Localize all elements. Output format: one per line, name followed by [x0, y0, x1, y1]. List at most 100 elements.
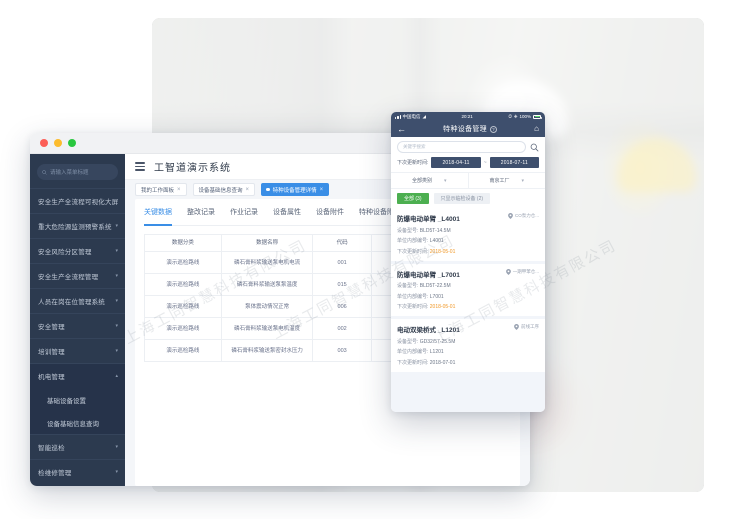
cell-code: 003 [312, 339, 372, 363]
cell-code: 006 [312, 295, 372, 319]
sidebar-item-hazard-monitoring[interactable]: 重大危险源监测预警系统 ▾ [30, 213, 125, 238]
mobile-page-title: 特种设备管理 [443, 126, 487, 133]
tab-device-attributes[interactable]: 设备属性 [273, 199, 301, 226]
mobile-header: ← 特种设备管理 ? ⌂ [391, 121, 545, 137]
tab-key-data[interactable]: 关键数据 [144, 199, 172, 226]
device-model-label: 设备型号: [397, 227, 419, 234]
maximize-button[interactable] [68, 139, 76, 147]
factory-select[interactable]: 南京工厂 ▾ [467, 173, 546, 188]
device-date-label: 下次更新时间: [397, 304, 429, 310]
chip-all[interactable]: 全部 (3) [397, 193, 429, 204]
chevron-down-icon: ▾ [115, 468, 118, 475]
list-item[interactable]: 防爆电动单臂 _L4001 CO泵力仓... 设备型号: BLD5T-14.5M… [391, 208, 545, 261]
sidebar-item-label: 安全生产全流程管理 [38, 274, 99, 281]
list-item[interactable]: 电动双梁桥式 _L1201 前线工序 设备型号: GD32/57-25.5M 单… [391, 319, 545, 372]
date-end-field[interactable]: 2018-07-11 [489, 157, 539, 168]
status-bar-right: ⏱ ⎈ 100% [508, 114, 542, 119]
list-item-header: 防爆电动单臂 _L4001 CO泵力仓... [397, 213, 539, 223]
device-location: CO泵力仓... [508, 213, 539, 219]
cell-name: 泵体震动情况正常 [220, 295, 314, 319]
back-arrow-icon[interactable]: ← [397, 123, 406, 134]
map-pin-icon [514, 324, 519, 330]
minimize-button[interactable] [54, 139, 62, 147]
tab-rectification-records[interactable]: 整改记录 [187, 199, 215, 226]
sidebar-item-label: 检维修管理 [38, 470, 72, 477]
column-header-code: 代码 [312, 233, 372, 253]
device-code-label: 单位内部编号: [397, 238, 429, 244]
device-location: 前线工序 [514, 324, 539, 330]
alarm-icon: ⏱ [508, 114, 512, 119]
mobile-search-placeholder: 关键字搜索 [403, 144, 426, 149]
content-tab-special-device-detail[interactable]: 特种设备管理详情 × [261, 183, 330, 196]
sidebar-subitem-device-info-query[interactable]: 设备基础信息查询 [30, 411, 125, 434]
device-model-label: 设备型号: [397, 338, 419, 345]
date-range-separator: ~ [483, 159, 487, 166]
search-icon[interactable] [530, 143, 539, 152]
device-model-row: 设备型号: GD32/57-25.5M [397, 338, 539, 345]
sidebar-item-production-process[interactable]: 安全生产全流程管理 ▾ [30, 263, 125, 288]
mobile-search-input[interactable]: 关键字搜索 [397, 141, 526, 153]
sidebar-item-safety-mgmt[interactable]: 安全管理 ▾ [30, 313, 125, 338]
sidebar-item-personnel[interactable]: 人员在岗在位管理系统 ▾ [30, 288, 125, 313]
content-tab-device-info-query[interactable]: 设备基础信息查询 × [192, 183, 256, 196]
sidebar-item-training[interactable]: 培训管理 ▾ [30, 338, 125, 363]
close-button[interactable] [40, 139, 48, 147]
column-header-category: 数据分类 [144, 233, 222, 253]
tab-label: 设备附件 [316, 209, 344, 216]
date-filter-label: 下次更新时间: [397, 160, 429, 166]
tab-label: 关键数据 [144, 209, 172, 216]
mobile-device-list[interactable]: 防爆电动单臂 _L4001 CO泵力仓... 设备型号: BLD5T-14.5M… [391, 208, 545, 412]
sidebar-subitem-basic-device-setup[interactable]: 基础设备设置 [30, 388, 125, 411]
category-select[interactable]: 全部类别 ▾ [391, 173, 468, 188]
info-icon[interactable]: ? [489, 125, 497, 133]
content-tab-my-workbench[interactable]: 我的工作面板 × [135, 183, 187, 196]
page-title: 工智道演示系统 [154, 163, 231, 174]
cell-category: 演示巡检路线 [144, 295, 222, 319]
cell-category: 演示巡检路线 [144, 339, 222, 363]
device-name: 防爆电动单臂 _L4001 [397, 216, 460, 223]
device-date-label: 下次更新时间: [397, 359, 429, 366]
mobile-chip-row: 全部 (3) 只显示临检设备 (2) [391, 188, 545, 208]
sidebar-item-electromechanical[interactable]: 机电管理 ▴ [30, 363, 125, 388]
active-tab-dot-icon [266, 187, 270, 192]
wifi-icon: ◢ [422, 113, 426, 119]
sidebar-item-label: 安全管理 [38, 324, 65, 331]
cell-name: 磷石膏料浆输送泵泵温度 [220, 273, 314, 297]
cell-name: 磷石膏料浆输送泵电机温度 [220, 317, 314, 341]
home-icon[interactable]: ⌂ [534, 124, 539, 133]
mobile-title-group: 特种设备管理 ? [443, 124, 497, 134]
device-code-label: 单位内部编号: [397, 293, 429, 300]
mobile-select-row: 全部类别 ▾ 南京工厂 ▾ [391, 172, 545, 188]
sidebar-search[interactable]: 请输入菜单标题 [37, 164, 118, 180]
sidebar-item-maintenance[interactable]: 检维修管理 ▾ [30, 459, 125, 484]
search-icon [42, 169, 47, 175]
chip-inspection-only[interactable]: 只显示临检设备 (2) [433, 193, 491, 204]
close-icon[interactable]: × [319, 186, 324, 193]
close-icon[interactable]: × [177, 186, 181, 193]
tab-operation-records[interactable]: 作业记录 [230, 199, 258, 226]
list-item[interactable]: 防爆电动单臂 _L7001 一期甲苯仓... 设备型号: BLD5T-22.5M… [391, 263, 545, 316]
sidebar-item-label: 机电管理 [38, 374, 65, 381]
chevron-down-icon: ▾ [115, 247, 118, 254]
sidebar-item-label: 智能巡检 [38, 445, 65, 452]
chevron-down-icon: ▾ [444, 177, 447, 184]
hamburger-icon[interactable] [135, 162, 145, 171]
date-start-field[interactable]: 2018-04-11 [431, 157, 481, 168]
device-date-label: 下次更新时间: [397, 248, 429, 255]
cell-name: 磷石膏料浆输送泵电机电流 [220, 251, 314, 275]
cell-code: 002 [312, 317, 372, 341]
tab-special-device-attachments[interactable]: 特种设备附件 [359, 199, 401, 226]
sidebar-item-risk-zone[interactable]: 安全风险分区管理 ▾ [30, 238, 125, 263]
device-model-row: 设备型号: BLD5T-14.5M [397, 227, 539, 234]
device-location-label: 一期甲苯仓... [512, 268, 539, 274]
factory-select-value: 南京工厂 [489, 178, 510, 184]
category-select-value: 全部类别 [411, 178, 432, 184]
bluetooth-icon: ⎈ [513, 114, 518, 119]
tab-device-attachments[interactable]: 设备附件 [316, 199, 344, 226]
close-icon[interactable]: × [245, 186, 250, 193]
sidebar-item-visual-dashboard[interactable]: 安全生产全流程可视化大屏 [30, 188, 125, 213]
chevron-down-icon: ▾ [115, 322, 118, 329]
sidebar-search-placeholder: 请输入菜单标题 [50, 170, 89, 176]
sidebar-item-smart-inspection[interactable]: 智能巡检 ▾ [30, 434, 125, 459]
device-code-value: L1201 [429, 349, 444, 355]
